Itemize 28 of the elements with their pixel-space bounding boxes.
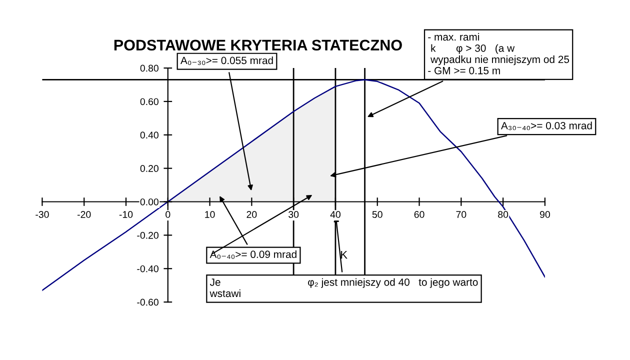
x-tick-label: 80 — [498, 211, 508, 218]
annotation: - max. rami k φ > 30 (a w wypadku nie mniejszym od 25 - GM >= 0.15 m — [428, 32, 570, 74]
y-tick-label: -0.60 — [137, 298, 158, 306]
y-tick-label: 0.00 — [140, 198, 158, 206]
y-tick-label: -0.40 — [137, 265, 158, 272]
x-tick-label: 70 — [456, 211, 466, 218]
x-tick-label: 0 — [166, 211, 170, 218]
x-tick-label: 20 — [246, 211, 257, 218]
x-tick-label: 90 — [540, 211, 550, 218]
y-tick-label: 0.80 — [140, 64, 158, 72]
x-tick-label: -10 — [119, 211, 133, 218]
x-tick-label: 40 — [330, 211, 340, 218]
annotation: Je φ₂ jest mniejszy od 40 to jego warto wstawi — [210, 278, 478, 298]
x-tick-label: 50 — [372, 211, 382, 218]
chart-title: PODSTAWOWE KRYTERIA STATECZNO — [114, 40, 402, 51]
x-tick-label: -20 — [78, 211, 91, 218]
y-tick-label: 0.40 — [140, 132, 158, 139]
text: A₀₋₃₀>= 0.055 mrad — [180, 56, 273, 65]
annotation: A₀₋₄₀>= 0.09 mrad — [210, 250, 296, 259]
y-tick-label: 0.20 — [140, 165, 158, 172]
annotation: A₃₀₋₄₀>= 0.03 mrad — [500, 122, 592, 130]
x-tick-label: 30 — [288, 211, 299, 218]
x-tick-label: 60 — [414, 211, 424, 218]
x-tick-label: 10 — [205, 211, 215, 218]
y-tick-label: -0.20 — [137, 232, 158, 239]
x-axis-title: K — [341, 250, 348, 259]
x-tick-label: -30 — [36, 211, 49, 218]
y-tick-label: 0.60 — [140, 98, 158, 106]
